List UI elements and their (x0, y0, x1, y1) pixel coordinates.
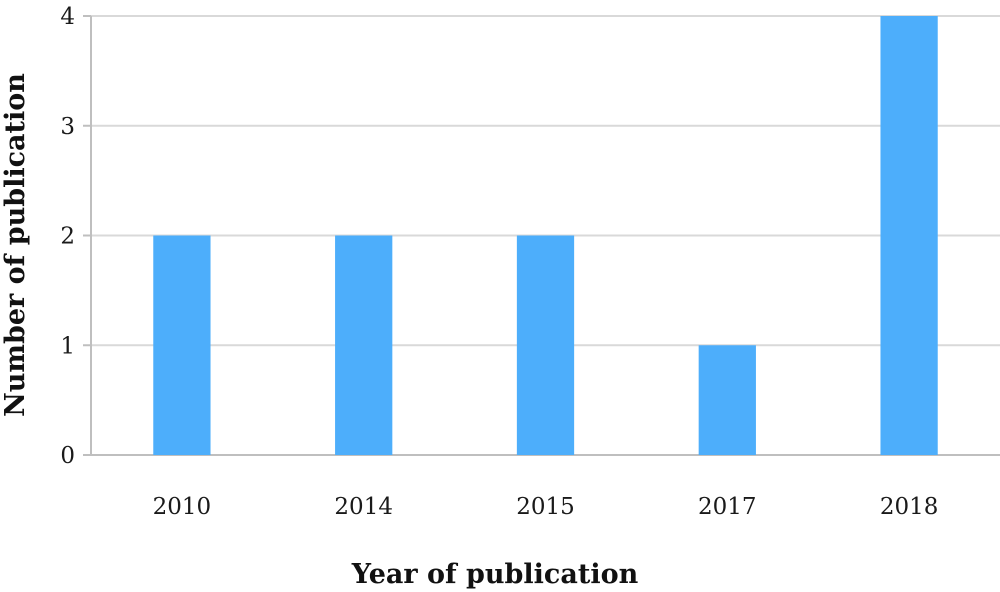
x-tick-label: 2014 (334, 494, 393, 520)
y-tick-label: 4 (60, 4, 75, 30)
bar-2018 (880, 16, 938, 455)
y-tick-labels: 0 1 2 3 4 (60, 4, 75, 469)
y-tick-label: 3 (60, 114, 75, 140)
y-tick-label: 0 (60, 443, 75, 469)
x-tick-label: 2015 (516, 494, 575, 520)
x-axis-title: Year of publication (351, 559, 639, 590)
x-tick-label: 2017 (698, 494, 757, 520)
bar-2017 (698, 345, 756, 455)
y-axis-title: Number of publication (0, 73, 31, 417)
y-tick-label: 1 (60, 333, 75, 359)
bars (153, 16, 938, 455)
x-tick-label: 2018 (880, 494, 939, 520)
bar-2014 (335, 235, 393, 455)
x-tick-label: 2010 (153, 494, 212, 520)
y-tick-label: 2 (60, 224, 75, 250)
bar-2015 (516, 235, 575, 455)
x-tick-labels: 2010 2014 2015 2017 2018 (153, 494, 939, 520)
axes (83, 15, 92, 456)
bar-2010 (153, 235, 211, 455)
